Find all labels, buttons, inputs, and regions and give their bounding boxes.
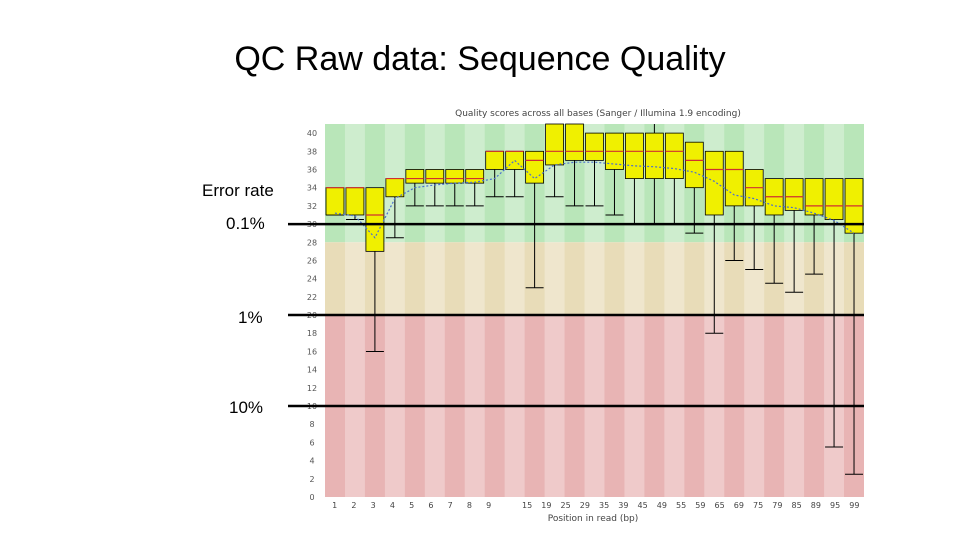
quality-box [465,169,485,184]
zone-stripe [744,124,765,497]
quality-box [345,187,365,216]
x-tick-label: 95 [830,501,840,510]
quality-box [824,178,844,220]
zone-stripe [664,124,685,497]
quality-box [545,123,564,166]
x-tick-label: 59 [695,501,705,510]
quality-box [445,169,465,184]
zone-stripe [624,124,645,497]
quality-box [704,150,724,216]
y-tick-label: 18 [307,329,317,338]
quality-box [365,187,385,252]
x-tick-label: 55 [676,501,686,510]
zone-stripe [504,124,525,497]
x-tick-label: 3 [371,501,376,510]
y-tick-label: 6 [309,438,314,447]
y-tick-label: 38 [307,147,317,156]
y-tick-label: 2 [309,475,314,484]
zone-stripe [544,124,565,497]
x-tick-label: 25 [561,501,571,510]
y-tick-label: 12 [307,384,317,393]
zone-stripe [424,124,445,497]
quality-box [724,150,744,207]
y-tick-label: 16 [307,347,317,356]
zone-stripe [464,124,485,497]
zone-stripe [784,124,805,497]
chart-title: Quality scores across all bases (Sanger … [455,109,741,119]
x-tick-label: 39 [618,501,628,510]
y-tick-label: 22 [307,293,317,302]
x-tick-label: 2 [351,501,356,510]
x-tick-label: 4 [390,501,395,510]
x-tick-label: 5 [409,501,414,510]
x-tick-label: 65 [715,501,725,510]
x-tick-label: 15 [522,501,532,510]
x-axis-label: Position in read (bp) [548,514,639,524]
quality-box [525,150,544,184]
x-tick-label: 69 [734,501,744,510]
x-tick-label: 99 [849,501,859,510]
x-tick-label: 6 [428,501,433,510]
quality-box [684,141,704,189]
error-rate-label-1: 1% [238,308,263,327]
y-tick-label: 0 [309,493,314,502]
quality-box [664,132,684,179]
x-tick-label: 35 [599,501,609,510]
x-tick-label: 89 [811,501,821,510]
y-tick-label: 32 [307,202,317,211]
quality-box [325,187,345,216]
zone-stripe [384,124,405,497]
error-rate-label-10: 10% [229,398,264,417]
quality-box [405,169,425,184]
y-tick-label: 24 [307,275,317,284]
quality-box [585,132,604,161]
zone-stripe [344,124,365,497]
x-tick-label: 49 [657,501,667,510]
x-tick-label: 19 [541,501,551,510]
quality-box [565,123,584,161]
y-tick-label: 8 [309,420,314,429]
x-tick-label: 1 [332,501,337,510]
x-tick-label: 75 [753,501,763,510]
y-tick-label: 28 [307,238,317,247]
quality-box [645,132,664,179]
x-tick-label: 7 [448,501,453,510]
y-tick-label: 14 [307,366,317,375]
y-tick-label: 36 [307,165,317,174]
slide-title: QC Raw data: Sequence Quality [234,40,726,78]
x-tick-label: 79 [772,501,782,510]
error-rate-header: Error rate [202,181,274,200]
x-tick-label: 9 [486,501,491,510]
error-rate-label-0.1: 0.1% [226,214,265,233]
quality-box [784,178,804,211]
y-tick-label: 26 [307,256,317,265]
mean-line [334,159,855,239]
x-tick-label: 45 [638,501,648,510]
quality-box [385,178,405,198]
quality-box [625,132,644,179]
quality-box [425,169,445,184]
y-tick-label: 40 [307,129,317,138]
quality-box [804,178,824,216]
y-tick-label: 4 [309,457,314,466]
y-tick-label: 34 [307,184,317,193]
quality-box [485,150,505,170]
x-tick-label: 85 [792,501,802,510]
zone-stripe [584,124,605,497]
x-tick-label: 8 [467,501,472,510]
x-tick-label: 29 [580,501,590,510]
